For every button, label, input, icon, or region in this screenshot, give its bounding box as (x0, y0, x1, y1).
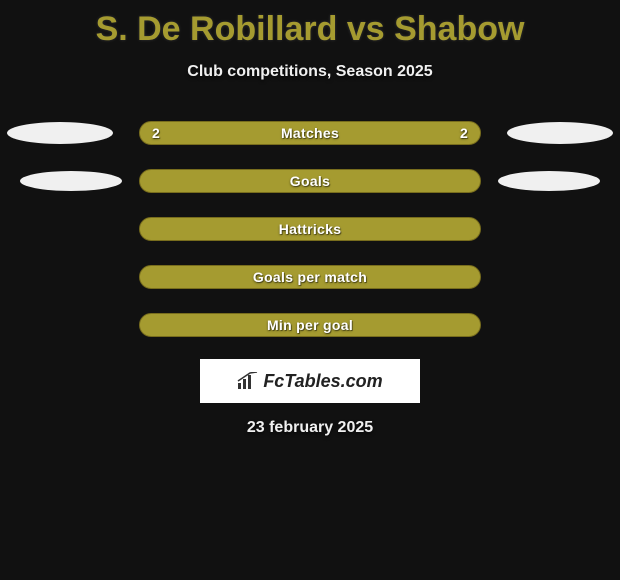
stat-row-matches: Matches 2 2 (0, 121, 620, 145)
stat-bar-label: Goals per match (253, 269, 367, 285)
stat-row-hattricks: Hattricks (0, 217, 620, 241)
chart-icon (237, 372, 259, 390)
stat-value-right: 2 (460, 125, 468, 141)
stat-bar: Goals (139, 169, 481, 193)
stat-rows: Matches 2 2 Goals Hattricks Goals per ma… (0, 121, 620, 337)
stat-bar: Hattricks (139, 217, 481, 241)
stat-bar-label: Hattricks (279, 221, 342, 237)
logo-box: FcTables.com (200, 359, 420, 403)
stat-row-goals-per-match: Goals per match (0, 265, 620, 289)
logo: FcTables.com (237, 371, 382, 392)
stat-bar: Min per goal (139, 313, 481, 337)
stat-bar-label: Matches (281, 125, 339, 141)
stat-row-min-per-goal: Min per goal (0, 313, 620, 337)
stat-bar: Matches (139, 121, 481, 145)
stat-bar-label: Min per goal (267, 317, 353, 333)
right-ellipse (507, 122, 613, 144)
left-ellipse (7, 122, 113, 144)
stat-row-goals: Goals (0, 169, 620, 193)
page-title: S. De Robillard vs Shabow (0, 0, 620, 49)
left-ellipse (20, 171, 122, 191)
logo-text: FcTables.com (263, 371, 382, 392)
stat-bar: Goals per match (139, 265, 481, 289)
subtitle: Club competitions, Season 2025 (0, 63, 620, 81)
stat-bar-label: Goals (290, 173, 330, 189)
date-label: 23 february 2025 (0, 419, 620, 437)
right-ellipse (498, 171, 600, 191)
stat-value-left: 2 (152, 125, 160, 141)
